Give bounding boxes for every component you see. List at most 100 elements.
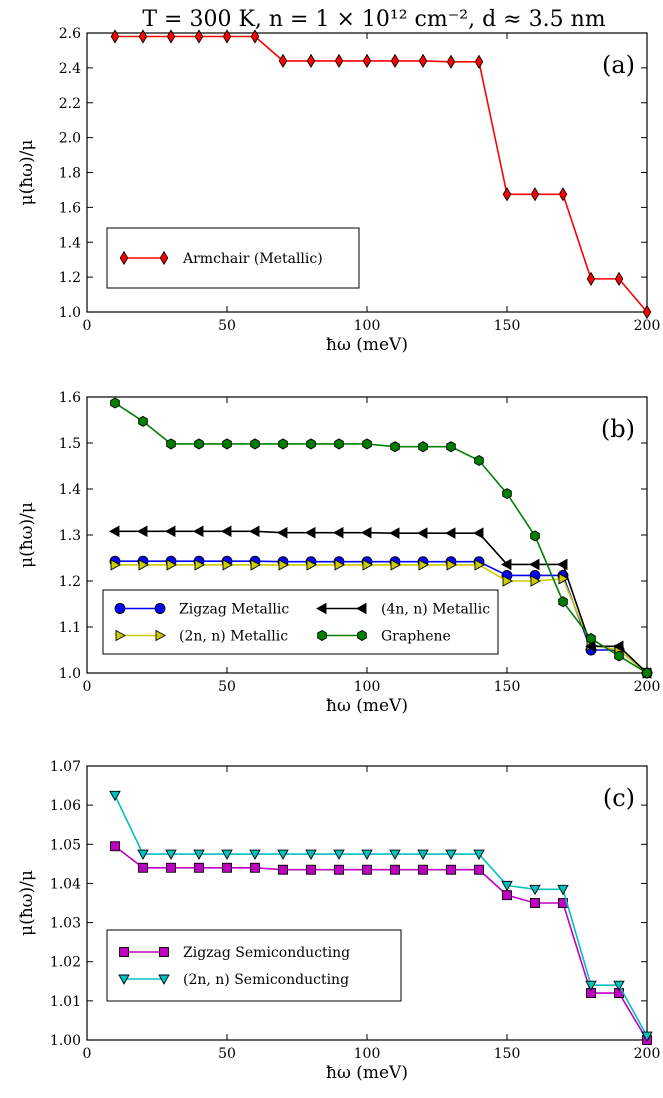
data-point [138,862,148,873]
data-point [642,304,652,320]
data-point [138,415,148,427]
data-point [110,397,120,409]
legend-marker [114,603,126,614]
data-point [585,980,597,992]
y-tick-label: 1.3 [59,528,81,544]
data-point [137,849,149,860]
data-point [390,441,400,453]
x-tick-label: 200 [634,318,661,334]
data-point [165,525,176,538]
data-point [474,864,484,875]
legend-label: Zigzag Semiconducting [183,945,350,961]
panel-label: (a) [602,51,635,79]
legend-marker [119,250,129,266]
x-tick-label: 0 [83,679,92,695]
data-point [530,575,541,587]
x-tick-label: 0 [83,1046,92,1062]
data-point [502,187,512,202]
data-point [446,441,456,453]
x-tick-label: 100 [354,679,381,695]
data-point [417,849,429,860]
data-point [278,438,288,450]
data-point [306,559,317,571]
data-point [473,849,485,860]
panel-label: (b) [601,415,635,443]
x-axis-label: ħω (meV) [326,696,408,716]
legend-marker [155,629,166,642]
legend-marker [316,602,327,615]
y-tick-label: 1.00 [50,1033,81,1049]
data-point [613,980,625,992]
data-point [278,864,288,875]
y-tick-label: 1.02 [50,955,81,971]
legend-marker [357,629,367,642]
data-point [334,559,345,571]
data-point [222,438,232,450]
legend-marker [356,602,367,615]
x-tick-label: 50 [218,679,236,695]
data-point [222,559,233,571]
data-point [306,53,316,69]
data-point [530,530,540,542]
legend: Zigzag Semiconducting (2n, n) Semiconduct… [106,929,402,1002]
legend-label: (2n, n) Metallic [179,629,288,645]
y-tick-label: 2.2 [59,96,81,112]
y-tick-label: 2.0 [59,131,81,147]
data-point [194,438,204,450]
x-tick-label: 50 [218,318,236,334]
data-point [166,29,176,44]
data-point [446,864,456,875]
y-tick-label: 1.05 [50,837,81,853]
data-point [474,559,485,571]
legend-marker [158,974,170,985]
data-point [586,632,596,645]
data-point [446,54,456,69]
data-point [333,526,344,539]
data-point [530,898,540,908]
data-point [586,271,596,286]
data-point [445,849,457,860]
legend: Armchair (Metallic) [106,227,360,289]
data-point [166,559,177,571]
y-tick-label: 1.2 [59,574,81,590]
data-point [109,525,120,538]
series-line-0 [115,35,648,313]
y-tick-label: 1.06 [50,798,81,814]
data-point [278,559,289,571]
legend-label: Zigzag Metallic [179,602,289,618]
data-point [641,1031,653,1043]
data-point [446,559,457,571]
data-point [613,640,624,653]
data-point [193,849,205,860]
legend-label: Graphene [381,629,451,645]
data-point [194,559,205,571]
data-point [250,29,260,44]
data-point [501,558,512,571]
data-point [138,29,148,44]
y-tick-label: 1.6 [59,200,81,216]
panel-label: (c) [603,784,635,812]
data-point [362,864,372,875]
x-tick-label: 200 [634,1046,661,1062]
legend-label: Armchair (Metallic) [182,251,323,267]
data-point [362,559,373,571]
legend-box [106,929,402,1002]
data-point [362,438,372,450]
data-point [389,849,401,860]
data-point [557,558,568,571]
data-point [250,862,260,873]
legend-marker [154,603,166,614]
data-point [277,526,288,539]
legend-marker [159,250,169,266]
data-point [417,527,428,539]
data-point [530,187,540,202]
data-point [390,53,400,69]
data-point [138,559,149,571]
data-point [390,559,401,571]
data-point [557,884,569,896]
data-point [165,849,177,860]
y-tick-label: 1.4 [59,235,81,251]
data-point [474,454,484,466]
